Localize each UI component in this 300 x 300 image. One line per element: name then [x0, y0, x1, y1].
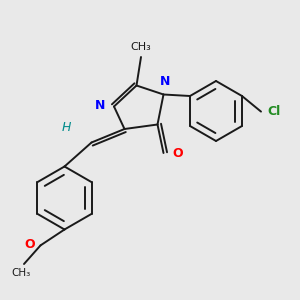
- Text: O: O: [25, 238, 35, 251]
- Text: CH₃: CH₃: [130, 42, 152, 52]
- Text: N: N: [160, 76, 170, 88]
- Text: O: O: [172, 147, 183, 160]
- Text: N: N: [95, 99, 106, 112]
- Text: Cl: Cl: [267, 105, 280, 118]
- Text: H: H: [61, 122, 71, 134]
- Text: CH₃: CH₃: [11, 268, 31, 278]
